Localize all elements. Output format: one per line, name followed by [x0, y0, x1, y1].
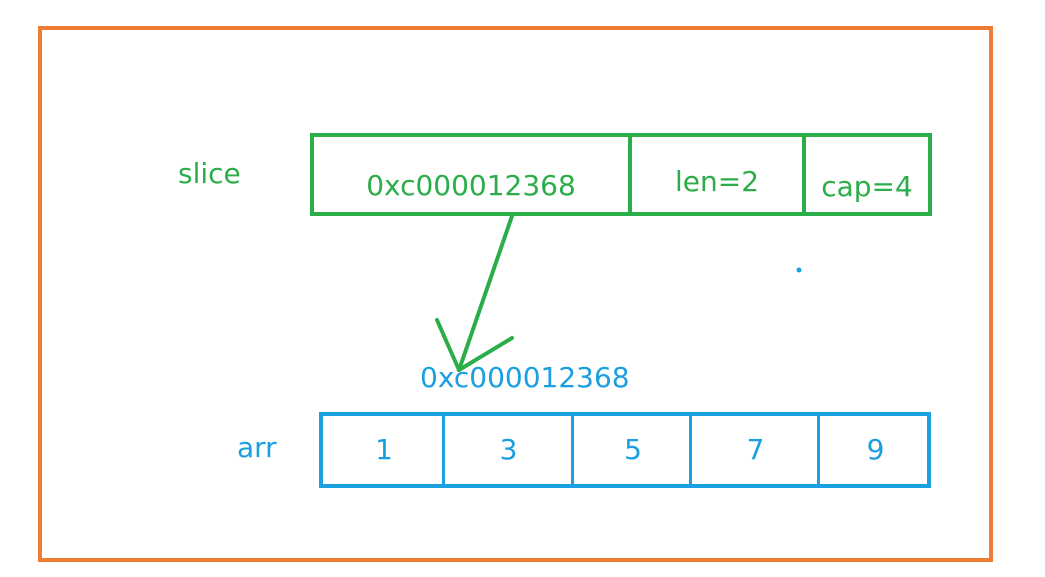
array-cell-0: 1: [375, 433, 393, 466]
array-cell-2: 5: [624, 433, 642, 466]
array-cell-4: 9: [866, 433, 885, 466]
arr-label: arr: [237, 431, 277, 464]
array-cell-3: 7: [746, 433, 765, 466]
slice-header-box: 0xc000012368 len=2 cap=4: [310, 133, 932, 216]
array-divider: [571, 412, 574, 488]
slice-len-value: len=2: [674, 165, 760, 198]
array-divider: [689, 412, 692, 488]
array-divider: [442, 412, 445, 488]
slice-pointer-value: 0xc000012368: [366, 169, 576, 202]
slice-label: slice: [178, 157, 241, 190]
slice-cap-value: cap=4: [821, 170, 913, 203]
array-box: 1 3 5 7 9: [319, 412, 931, 488]
outer-frame: [38, 26, 993, 562]
array-address-label: 0xc000012368: [420, 361, 630, 394]
slice-len-cell: len=2: [632, 137, 806, 212]
slice-pointer-cell: 0xc000012368: [314, 137, 632, 212]
array-divider: [817, 412, 820, 488]
array-cell-1: 3: [499, 433, 518, 466]
slice-cap-cell: cap=4: [806, 137, 928, 212]
